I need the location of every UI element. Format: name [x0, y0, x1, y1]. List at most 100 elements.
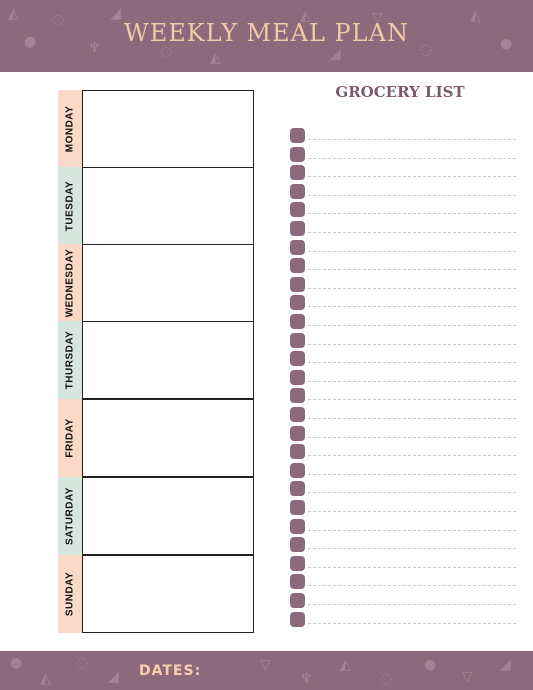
pizza-icon: ◭: [40, 671, 51, 687]
grocery-item: [290, 462, 516, 478]
wine-glass-icon: ♆: [300, 671, 313, 687]
grocery-line[interactable]: [308, 343, 516, 345]
grocery-checkbox[interactable]: [290, 593, 305, 608]
grocery-line[interactable]: [308, 604, 516, 605]
grocery-line[interactable]: [308, 473, 516, 475]
grocery-line[interactable]: [308, 455, 516, 457]
grocery-line[interactable]: [308, 380, 516, 382]
grocery-checkbox[interactable]: [290, 146, 305, 162]
grocery-line[interactable]: [308, 548, 516, 550]
grocery-checkbox[interactable]: [290, 165, 305, 181]
grocery-line[interactable]: [308, 511, 516, 512]
grocery-line[interactable]: [308, 566, 516, 568]
grocery-line[interactable]: [308, 492, 516, 494]
grocery-checkbox[interactable]: [290, 221, 305, 236]
day-entry-box[interactable]: [82, 90, 254, 168]
grocery-item: [290, 165, 516, 181]
day-entry-box[interactable]: [82, 244, 254, 322]
grocery-line[interactable]: [308, 436, 516, 438]
grocery-checkbox[interactable]: [290, 202, 305, 218]
grocery-item: [290, 388, 516, 404]
page-title: WEEKLY MEAL PLAN: [124, 19, 409, 47]
grocery-item: [290, 407, 516, 422]
grocery-line[interactable]: [308, 306, 516, 308]
grocery-checkbox[interactable]: [290, 183, 305, 199]
carrot-icon: ◢: [330, 46, 341, 62]
day-row-thursday: THURSDAY: [58, 321, 256, 399]
grocery-checkbox[interactable]: [290, 258, 305, 274]
grocery-line[interactable]: [308, 176, 516, 178]
day-entry-box[interactable]: [82, 399, 254, 477]
grocery-line[interactable]: [308, 418, 516, 419]
grocery-checkbox[interactable]: [290, 518, 305, 534]
grocery-checkbox[interactable]: [290, 314, 305, 329]
grocery-line[interactable]: [308, 622, 516, 624]
grocery-item: [290, 258, 516, 274]
grocery-checkbox[interactable]: [290, 425, 305, 441]
grocery-item: [290, 611, 516, 627]
grocery-checkbox[interactable]: [290, 481, 305, 497]
day-tab: MONDAY: [58, 90, 82, 168]
day-row-wednesday: WEDNESDAY: [58, 244, 256, 322]
grocery-item: [290, 314, 516, 329]
apple-icon: ●: [424, 657, 437, 673]
grocery-checkbox[interactable]: [290, 555, 305, 571]
pizza-icon: ◭: [300, 8, 311, 24]
grocery-checkbox[interactable]: [290, 462, 305, 478]
grocery-line[interactable]: [308, 232, 516, 233]
grocery-checkbox[interactable]: [290, 369, 305, 385]
cup-icon: ◌: [52, 12, 65, 28]
apple-icon: ●: [500, 36, 513, 52]
grocery-checkbox[interactable]: [290, 332, 305, 348]
grocery-line[interactable]: [308, 269, 516, 271]
cup-icon: ◌: [380, 671, 393, 687]
day-entry-box[interactable]: [82, 555, 254, 633]
grocery-item: [290, 369, 516, 385]
grocery-checkbox[interactable]: [290, 128, 305, 143]
grocery-checkbox[interactable]: [290, 500, 305, 515]
grocery-checkbox[interactable]: [290, 239, 305, 255]
grocery-item: [290, 332, 516, 348]
day-label: MONDAY: [64, 105, 76, 153]
ice-cream-icon: ▽: [260, 657, 271, 673]
day-entry-box[interactable]: [82, 167, 254, 245]
pizza-icon: ◭: [8, 6, 19, 22]
grocery-item: [290, 276, 516, 292]
grocery-checkbox[interactable]: [290, 611, 305, 627]
grocery-checkbox[interactable]: [290, 276, 305, 292]
day-label: FRIDAY: [64, 418, 76, 458]
grocery-line[interactable]: [308, 399, 516, 401]
grocery-line[interactable]: [308, 325, 516, 326]
grocery-item: [290, 351, 516, 367]
header-band: ◭ ● ◌ ♆ ◢ ◌ ◭ ◭ ◢ ▽ ◌ ◭ ● WEEKLY MEAL PL…: [0, 0, 533, 72]
grocery-line[interactable]: [308, 250, 516, 252]
grocery-line[interactable]: [308, 213, 516, 215]
grocery-line[interactable]: [308, 139, 516, 140]
cup-icon: ◌: [76, 655, 89, 671]
day-entry-box[interactable]: [82, 477, 254, 555]
grocery-checkbox[interactable]: [290, 574, 305, 590]
cup-icon: ◌: [160, 44, 173, 60]
apple-icon: ●: [24, 34, 37, 50]
grocery-item: [290, 537, 516, 553]
grocery-line[interactable]: [308, 585, 516, 587]
carrot-icon: ◢: [110, 6, 121, 22]
grocery-line[interactable]: [308, 194, 516, 196]
grocery-checkbox[interactable]: [290, 295, 305, 311]
grocery-checkbox[interactable]: [290, 407, 305, 422]
grocery-checkbox[interactable]: [290, 537, 305, 553]
day-row-monday: MONDAY: [58, 90, 256, 168]
grocery-line[interactable]: [308, 529, 516, 531]
wine-glass-icon: ♆: [88, 40, 101, 56]
day-tab: SATURDAY: [58, 477, 82, 555]
grocery-checkbox[interactable]: [290, 444, 305, 460]
grocery-item: [290, 183, 516, 199]
footer-band: ● ◭ ◌ ◢ ▽ ♆ ◭ ◌ ● ▽ ◢ DATES:: [0, 651, 533, 690]
grocery-checkbox[interactable]: [290, 388, 305, 404]
day-row-sunday: SUNDAY: [58, 555, 256, 633]
grocery-line[interactable]: [308, 157, 516, 159]
grocery-line[interactable]: [308, 362, 516, 364]
grocery-checkbox[interactable]: [290, 351, 305, 367]
grocery-line[interactable]: [308, 287, 516, 289]
day-entry-box[interactable]: [82, 321, 254, 399]
